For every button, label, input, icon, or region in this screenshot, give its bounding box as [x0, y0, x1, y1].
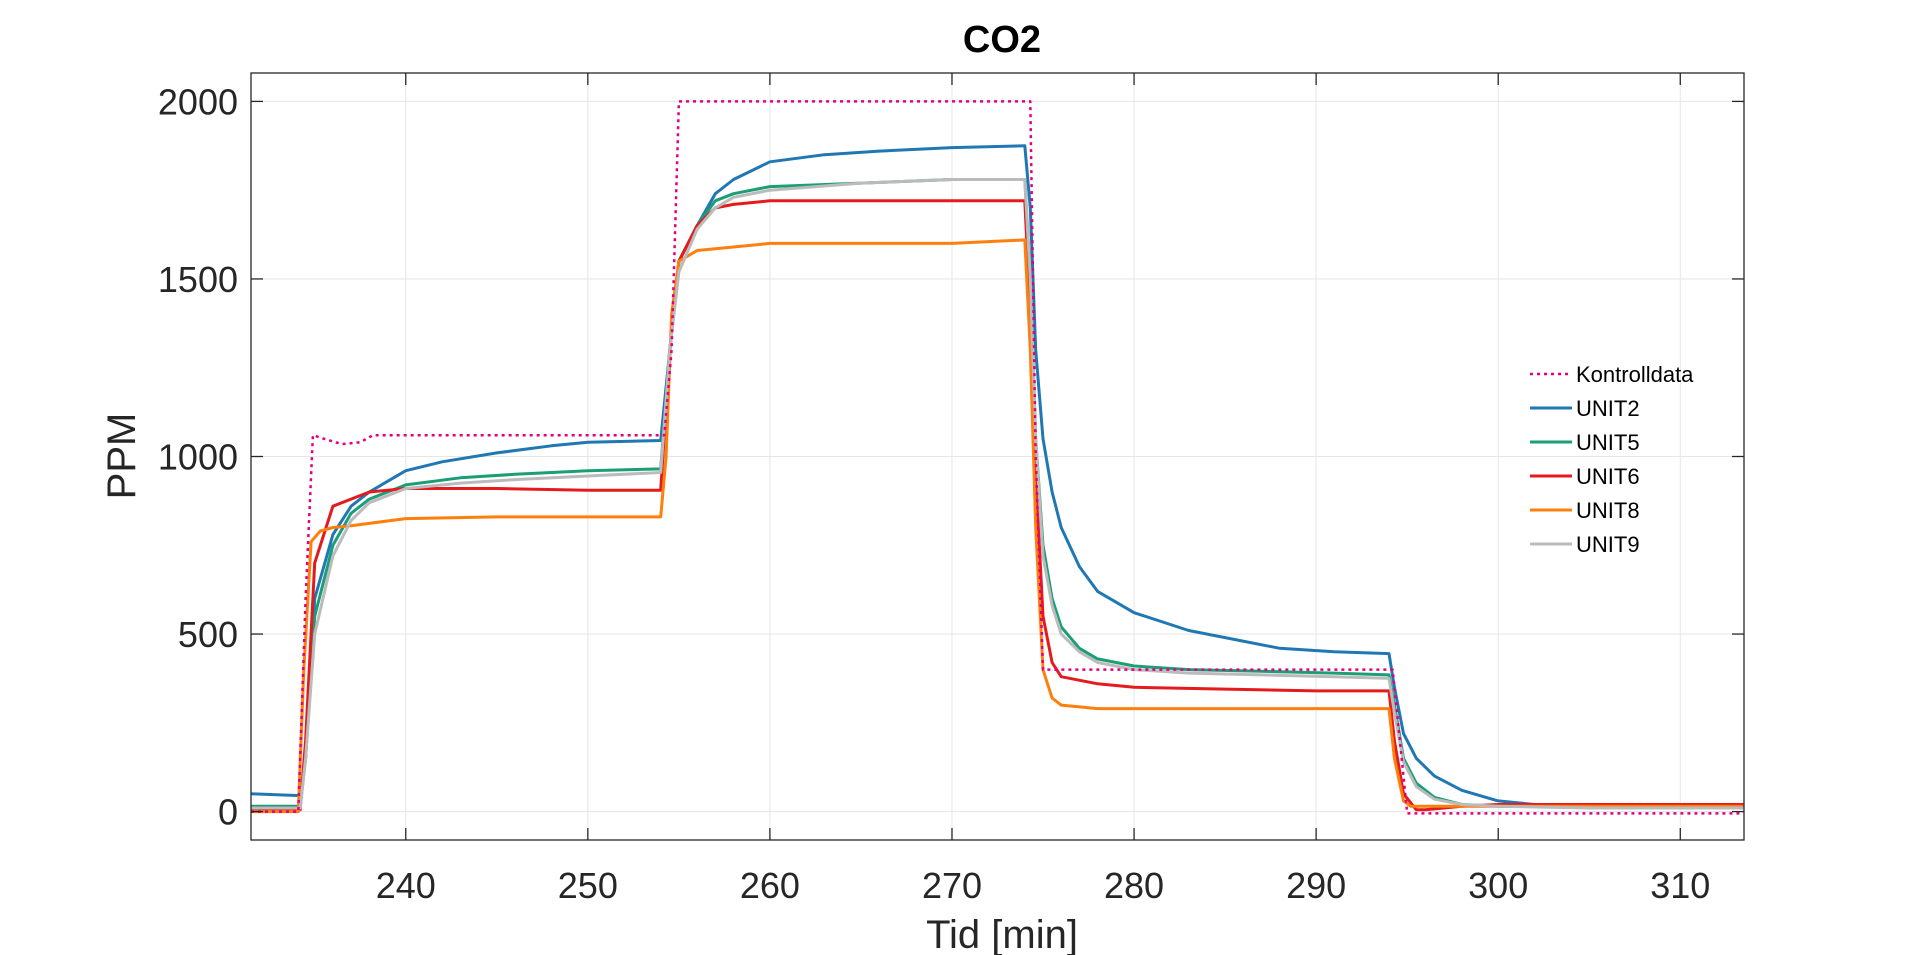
y-tick-label: 0: [218, 792, 238, 833]
y-tick-label: 1500: [158, 259, 238, 300]
legend-label: UNIT2: [1576, 396, 1640, 421]
x-tick-label: 280: [1104, 865, 1164, 906]
x-tick-label: 300: [1468, 865, 1528, 906]
legend-label: UNIT6: [1576, 464, 1640, 489]
x-tick-labels: 240 250 260 270 280 290 300 310: [376, 865, 1711, 906]
grid-lines: [251, 73, 1744, 840]
series-line-unit8: [251, 238, 1744, 814]
chart-title: CO2: [963, 19, 1041, 61]
series-layer: [250, 100, 1744, 815]
x-tick-label: 290: [1286, 865, 1346, 906]
x-tick-label: 270: [922, 865, 982, 906]
x-tick-label: 250: [558, 865, 618, 906]
series-line-kontrolldata: [251, 100, 1744, 815]
series-line-unit6: [251, 199, 1744, 812]
x-tick-label: 310: [1650, 865, 1710, 906]
x-tick-label: 240: [376, 865, 436, 906]
legend-label: UNIT8: [1576, 498, 1640, 523]
legend-label: Kontrolldata: [1576, 362, 1694, 387]
x-tick-label: 260: [740, 865, 800, 906]
plot-area: [250, 72, 1745, 841]
legend: Kontrolldata UNIT2 UNIT5 UNIT6 UNIT8 UNIT9: [1530, 362, 1694, 557]
x-axis-label: Tid [min]: [926, 913, 1078, 955]
y-tick-label: 2000: [158, 81, 238, 122]
series-line-unit9: [251, 178, 1744, 810]
y-tick-labels: 0 500 1000 1500 2000: [158, 81, 238, 832]
legend-label: UNIT9: [1576, 532, 1640, 557]
y-tick-label: 1000: [158, 437, 238, 478]
legend-label: UNIT5: [1576, 430, 1640, 455]
tick-marks: [251, 73, 1744, 840]
series-line-unit2: [250, 144, 1744, 810]
y-tick-label: 500: [178, 614, 238, 655]
y-axis-label: PPM: [100, 413, 144, 500]
